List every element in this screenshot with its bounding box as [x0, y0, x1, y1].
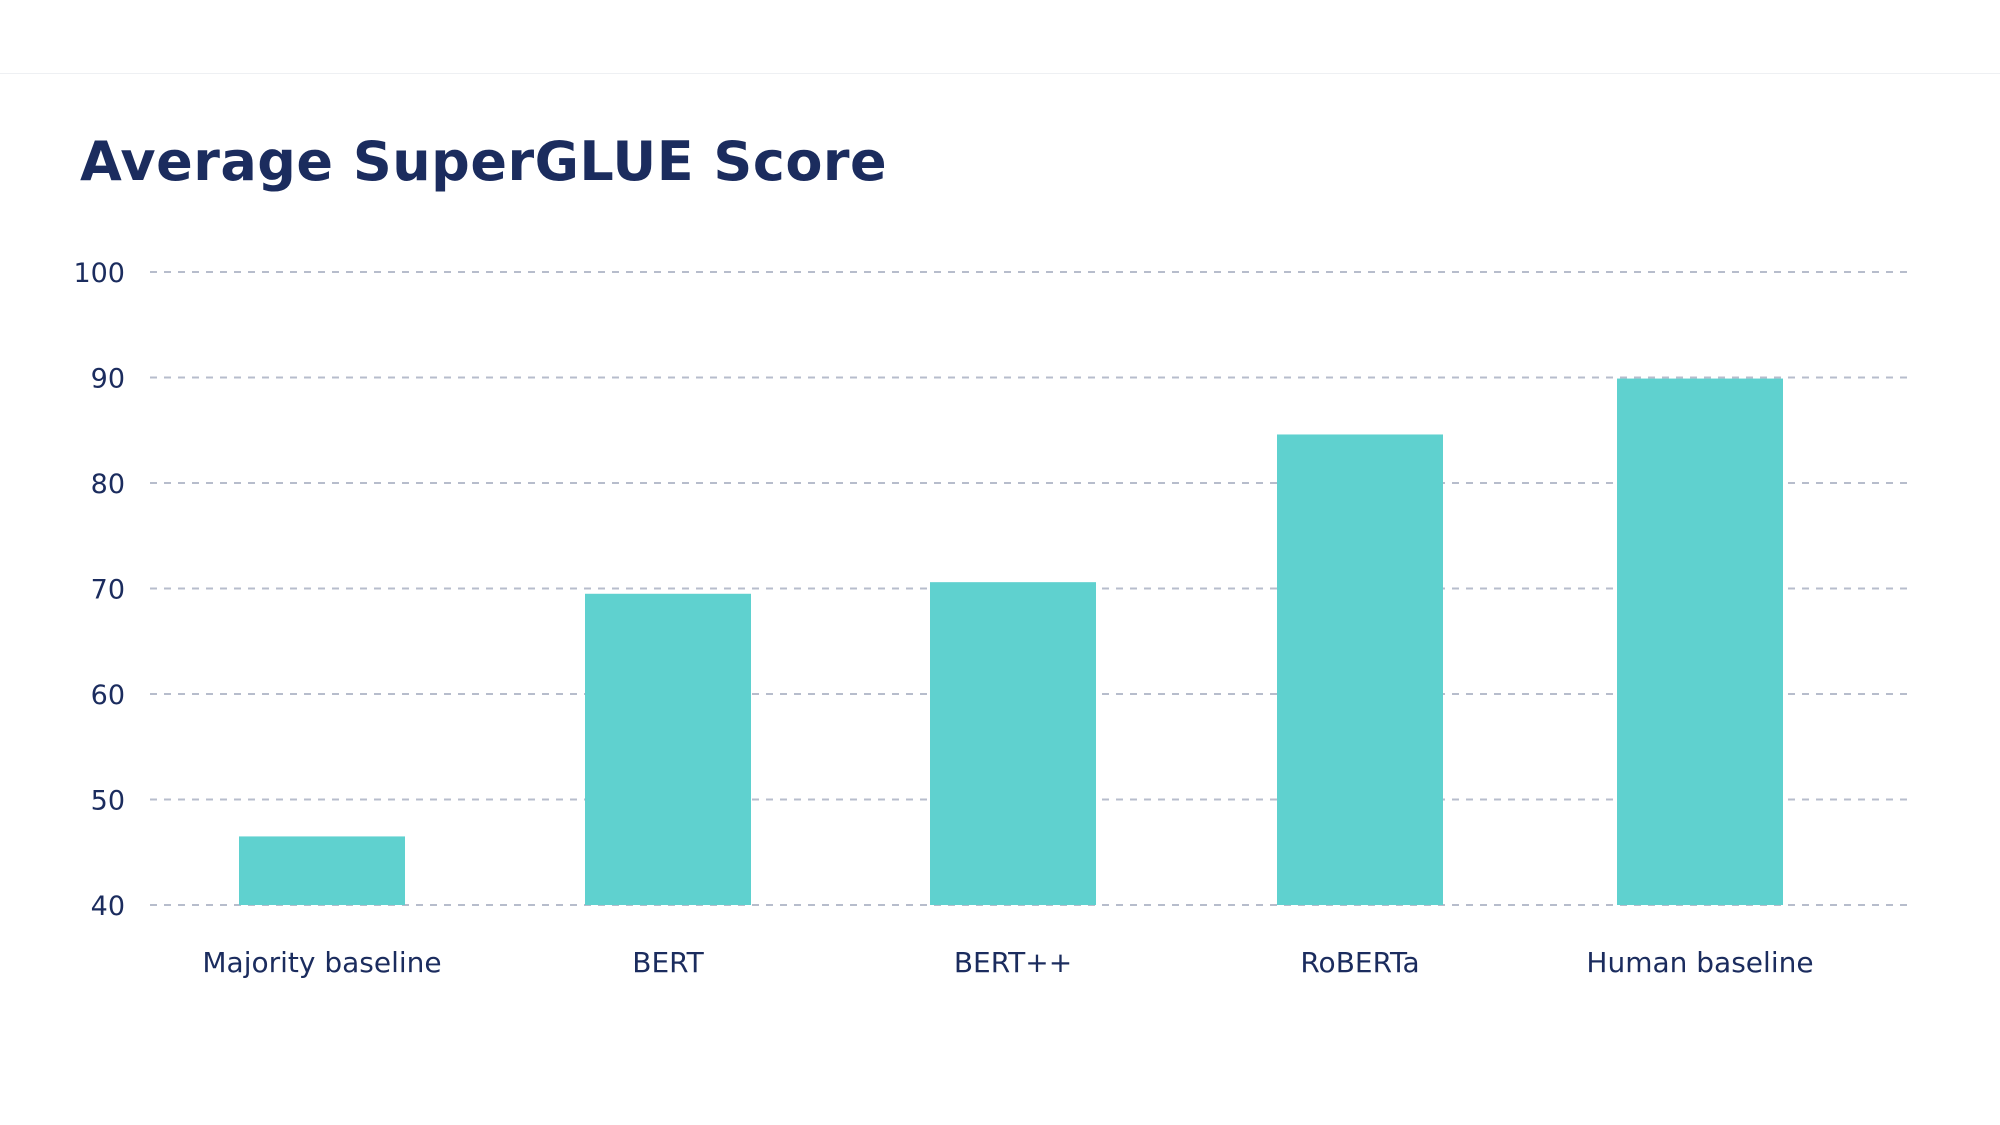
bar [1277, 434, 1443, 905]
bar [930, 582, 1096, 905]
x-category-label: RoBERTa [1300, 946, 1419, 979]
y-tick-label: 70 [91, 575, 125, 606]
y-axis-ticks: 40 50 60 70 80 90 100 [73, 258, 125, 922]
bar [239, 836, 405, 905]
chart-title: Average SuperGLUE Score [80, 130, 888, 193]
x-category-label: Human baseline [1586, 946, 1813, 979]
y-tick-label: 60 [91, 680, 125, 711]
y-tick-label: 80 [91, 469, 125, 500]
x-category-label: BERT++ [954, 946, 1072, 979]
y-tick-label: 100 [73, 258, 125, 289]
y-tick-label: 50 [91, 786, 125, 817]
y-tick-label: 40 [91, 891, 125, 922]
y-tick-label: 90 [91, 364, 125, 395]
bar [1617, 378, 1783, 905]
bars [239, 378, 1783, 905]
x-axis-labels: Majority baseline BERT BERT++ RoBERTa Human … [202, 946, 1813, 979]
bar [585, 593, 751, 905]
top-band [0, 0, 2000, 74]
x-category-label: Majority baseline [202, 946, 441, 979]
x-category-label: BERT [632, 946, 704, 979]
